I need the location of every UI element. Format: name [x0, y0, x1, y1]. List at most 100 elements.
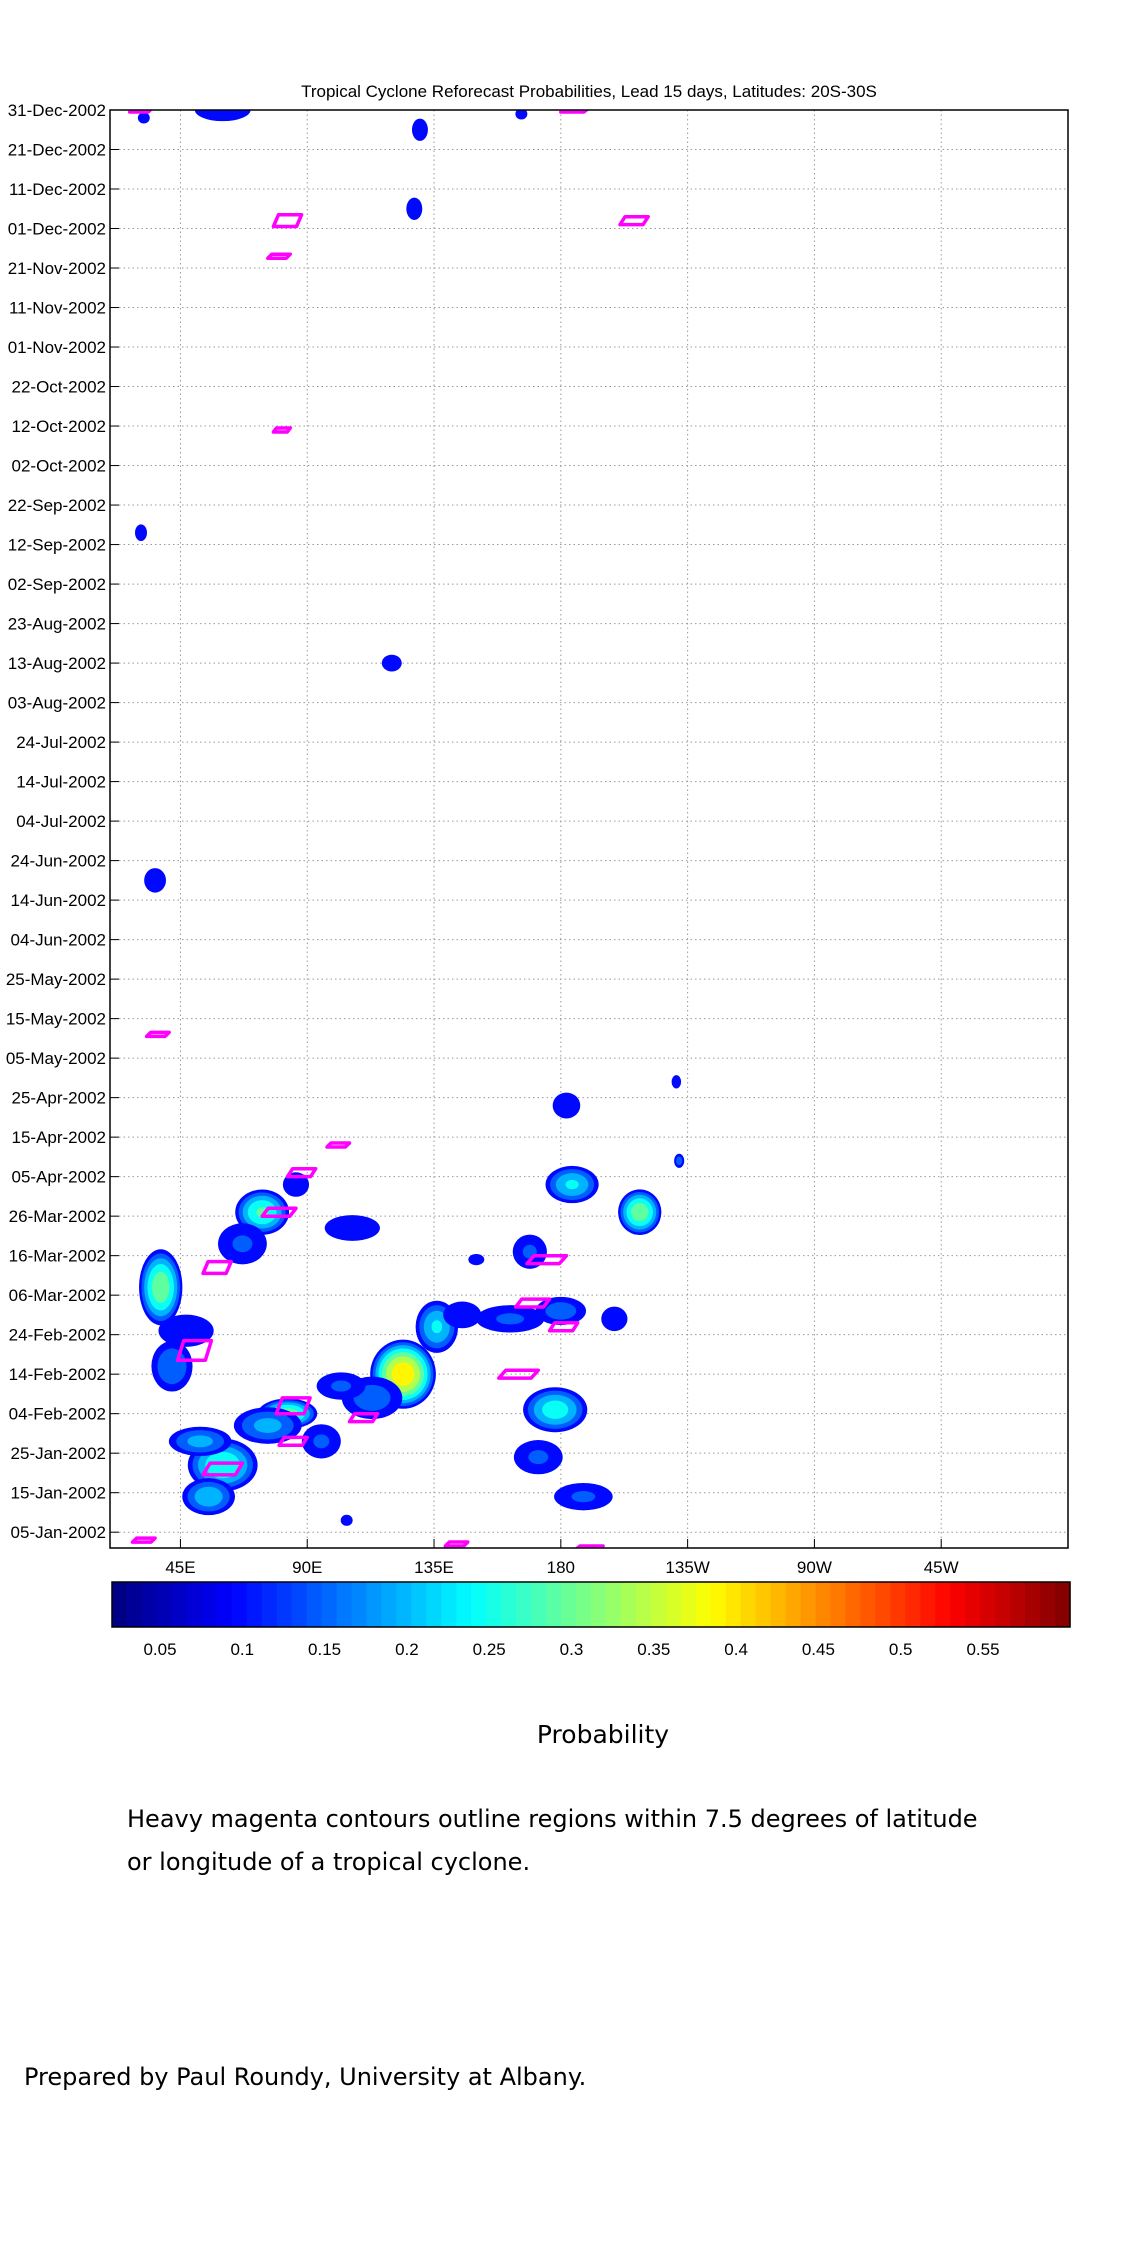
colorbar-cell: [426, 1582, 442, 1627]
probability-band: [571, 1491, 596, 1503]
x-tick-label: 135E: [414, 1558, 454, 1577]
probability-band: [135, 524, 147, 542]
probability-region: [535, 1296, 587, 1326]
colorbar-cell: [785, 1582, 802, 1627]
cyclone-contour: [201, 1461, 245, 1477]
colorbar-cell: [261, 1582, 278, 1627]
x-tick-label: 180: [547, 1558, 575, 1577]
y-tick-label: 01-Nov-2002: [8, 338, 106, 357]
probability-region: [151, 1341, 193, 1392]
probability-region: [381, 654, 402, 672]
colorbar-tick-label: 0.2: [395, 1640, 419, 1659]
colorbar-ticks: 0.05 0.1 0.15 0.2 0.25 0.3 0.35 0.4 0.45 0.5 0.55: [143, 1640, 999, 1659]
colorbar-cell: [366, 1582, 383, 1627]
colorbar-tick-label: 0.3: [560, 1640, 584, 1659]
probability-band: [671, 1075, 682, 1089]
probability-band: [515, 110, 528, 120]
y-tick-label: 03-Aug-2002: [8, 694, 106, 713]
probability-band: [313, 1434, 330, 1449]
colorbar-cell: [755, 1582, 772, 1627]
probability-region: [137, 112, 150, 124]
x-tick-label: 135W: [665, 1558, 709, 1577]
credit-line: Prepared by Paul Roundy, University at A…: [24, 2063, 587, 2091]
y-tick-label: 21-Dec-2002: [8, 141, 106, 160]
cyclone-contour: [513, 1297, 552, 1309]
y-tick-label: 13-Aug-2002: [8, 654, 106, 673]
plot-background: [110, 110, 1068, 1548]
colorbar-cell: [231, 1582, 248, 1627]
colorbar-cell: [531, 1582, 547, 1627]
y-tick-label: 26-Mar-2002: [9, 1207, 106, 1226]
colorbar-cell: [112, 1582, 128, 1627]
y-tick-label: 06-Mar-2002: [9, 1286, 106, 1305]
cyclone-contour: [497, 1368, 541, 1380]
colorbar-cell: [605, 1582, 622, 1627]
colorbar-cell: [576, 1582, 592, 1627]
probability-region: [674, 1153, 685, 1168]
colorbar-frame: [111, 1581, 1071, 1628]
y-tick-label: 15-Apr-2002: [11, 1128, 106, 1147]
colorbar-cell: [351, 1582, 368, 1627]
probability-region: [218, 1223, 267, 1265]
y-tick-label: 14-Jun-2002: [11, 891, 106, 910]
colorbar-cell: [471, 1582, 487, 1627]
probability-band: [340, 1514, 353, 1526]
probability-region: [554, 1482, 613, 1511]
colorbar-cell: [875, 1582, 891, 1627]
colorbar-cell: [665, 1582, 682, 1627]
probability-region: [515, 110, 528, 120]
colorbar-cell: [171, 1582, 188, 1627]
probability-region: [340, 1514, 353, 1526]
colorbar-cell: [950, 1582, 966, 1627]
cyclone-contour: [271, 212, 304, 229]
colorbar-tick-label: 0.15: [308, 1640, 341, 1659]
probability-region: [601, 1306, 628, 1332]
colorbar: 0.05 0.1 0.15 0.2 0.25 0.3 0.35 0.4 0.45 0.5 0.55: [111, 1581, 1071, 1659]
colorbar-cell: [920, 1582, 936, 1627]
colorbar-cell: [156, 1582, 173, 1627]
colorbar-tick-label: 0.35: [637, 1640, 670, 1659]
probability-region: [411, 118, 428, 141]
colorbar-cell: [546, 1582, 562, 1627]
probability-band: [324, 1215, 380, 1241]
y-tick-label: 15-May-2002: [6, 1010, 106, 1029]
plot-frame: [109, 109, 1069, 1549]
colorbar-cell: [650, 1582, 667, 1627]
chart-title: Tropical Cyclone Reforecast Probabilitie…: [301, 82, 877, 101]
cyclone-contour: [443, 1540, 470, 1548]
colorbar-cell: [561, 1582, 577, 1627]
probability-region: [545, 1165, 599, 1204]
x-tick-label: 90E: [292, 1558, 322, 1577]
colorbar-cell: [411, 1582, 427, 1627]
cyclone-contour: [547, 1321, 580, 1333]
colorbar-cell: [980, 1582, 996, 1627]
probability-band: [158, 1314, 214, 1347]
probability-band: [552, 1092, 581, 1119]
colorbar-cell: [1010, 1582, 1026, 1627]
colorbar-cell: [216, 1582, 233, 1627]
probability-band: [151, 1271, 170, 1303]
colorbar-cell: [516, 1582, 532, 1627]
y-tick-label: 01-Dec-2002: [8, 220, 106, 239]
probability-region: [513, 1440, 563, 1475]
colorbar-cell: [591, 1582, 607, 1627]
probability-region: [135, 524, 147, 542]
probability-region: [168, 1426, 232, 1456]
colorbar-tick-label: 0.55: [966, 1640, 999, 1659]
colorbar-cell: [725, 1582, 742, 1627]
cyclone-contour: [285, 1166, 318, 1179]
probability-region: [443, 1301, 482, 1329]
colorbar-cell: [486, 1582, 502, 1627]
y-axis-ticks: 05-Jan-2002 15-Jan-2002 25-Jan-2002 04-Feb-…: [6, 101, 119, 1542]
probability-band: [496, 1313, 525, 1325]
cyclone-contour: [574, 1544, 605, 1548]
contour-note-line-1: Heavy magenta contours outline regions w…: [127, 1805, 978, 1833]
colorbar-cell: [860, 1582, 877, 1627]
cyclone-contour: [325, 1141, 352, 1149]
colorbar-cell: [336, 1582, 353, 1627]
y-tick-label: 05-Apr-2002: [11, 1168, 106, 1187]
cyclone-contour: [144, 1030, 171, 1039]
probability-region: [139, 1249, 183, 1326]
colorbar-cell: [381, 1582, 398, 1627]
